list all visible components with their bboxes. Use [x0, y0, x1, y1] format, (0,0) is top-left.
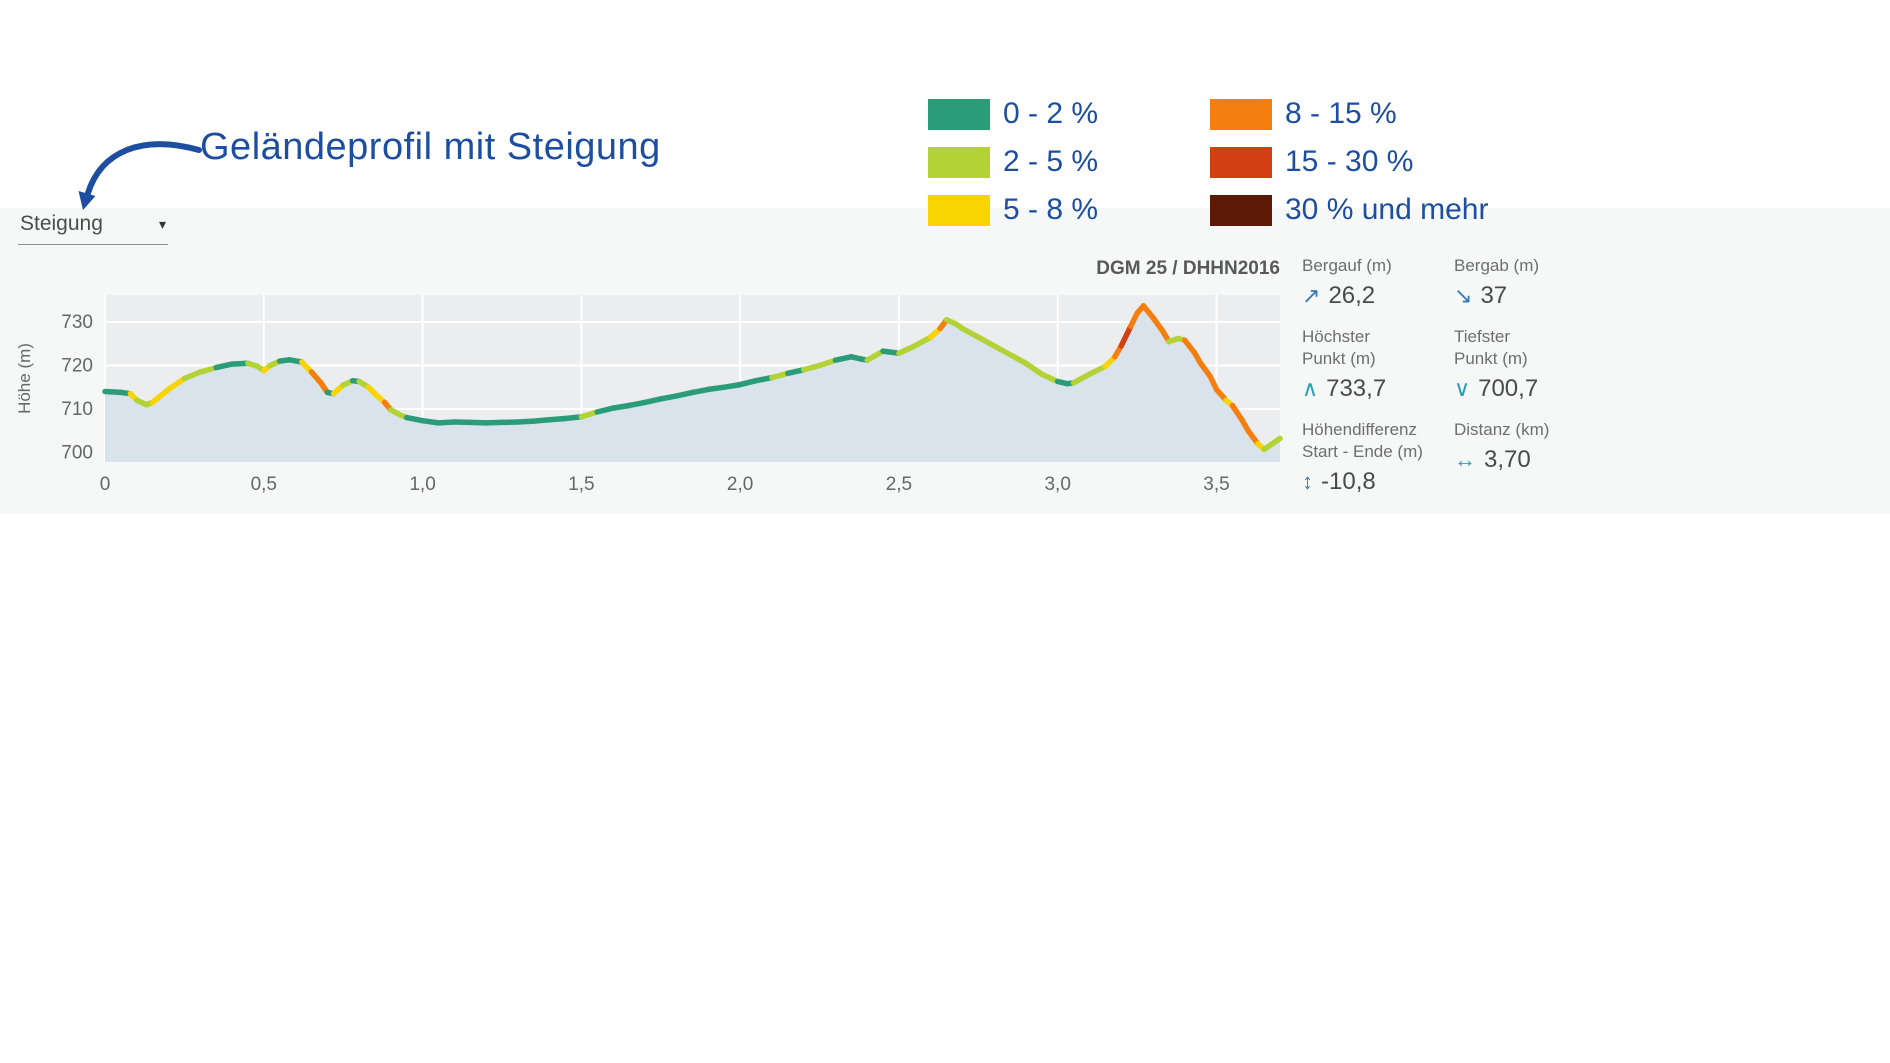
svg-text:3,5: 3,5 [1203, 474, 1229, 495]
stat-bergauf: Bergauf (m) ↗ 26,2 [1302, 255, 1454, 310]
legend-item: 2 - 5 % [928, 138, 1210, 186]
svg-text:Höhe (m): Höhe (m) [15, 343, 34, 414]
elevation-profile-chart: 0 0,5 1,0 1,5 2,0 2,5 3,0 3,5 700 710 720 730 Höhe (… [0, 250, 1300, 515]
chevron-up-icon: ∧ [1302, 376, 1319, 402]
svg-text:700: 700 [61, 442, 93, 463]
stat-value: 37 [1480, 282, 1508, 310]
slope-legend: 0 - 2 % 2 - 5 % 5 - 8 % 8 - 15 % 15 - 30 % 30… [928, 90, 1492, 234]
arrow-left-right-icon: ↔ [1454, 447, 1476, 473]
chevron-down-icon: ▾ [158, 215, 166, 232]
stat-value: 700,7 [1478, 375, 1539, 403]
chevron-down-icon: ∨ [1454, 376, 1471, 402]
svg-text:1,5: 1,5 [568, 474, 594, 495]
legend-color-swatch [928, 146, 990, 178]
svg-text:0,5: 0,5 [251, 474, 277, 495]
legend-label: 5 - 8 % [1003, 193, 1099, 226]
stat-hoehendifferenz: Höhendifferenz Start - Ende (m) ↕ -10,8 [1302, 420, 1423, 496]
gradient-mode-dropdown-label: Steigung [20, 212, 103, 235]
legend-color-swatch [928, 194, 990, 226]
stat-value: 733,7 [1326, 375, 1387, 403]
arrow-up-down-icon: ↕ [1302, 469, 1313, 495]
svg-text:2,5: 2,5 [886, 474, 912, 495]
stat-distanz: Distanz (km) ↔ 3,70 [1454, 419, 1622, 496]
legend-item: 30 % und mehr [1210, 186, 1492, 234]
legend-item: 5 - 8 % [928, 186, 1210, 234]
stat-value: -10,8 [1321, 468, 1376, 496]
legend-color-swatch [1210, 194, 1272, 226]
annotation-title: Geländeprofil mit Steigung [200, 126, 661, 168]
legend-label: 0 - 2 % [1003, 97, 1099, 130]
legend-label: 30 % und mehr [1285, 193, 1489, 226]
svg-text:710: 710 [61, 399, 93, 420]
gradient-mode-dropdown[interactable]: Steigung ▾ [18, 210, 168, 245]
stat-bergab: Bergab (m) ↘ 37 [1454, 255, 1622, 310]
stat-hoechster-punkt: Höchster Punkt (m) ∧ 733,7 [1302, 327, 1387, 403]
legend-item: 0 - 2 % [928, 90, 1210, 138]
stat-value: 26,2 [1328, 282, 1376, 310]
profile-stats-panel: Bergauf (m) ↗ 26,2 Bergab (m) ↘ 37 Höchste… [1302, 255, 1622, 496]
stat-label: Bergab (m) [1454, 256, 1540, 275]
stat-tiefster-punkt: Tiefster Punkt (m) ∨ 700,7 [1454, 327, 1539, 403]
svg-text:730: 730 [61, 312, 93, 333]
svg-text:720: 720 [61, 355, 93, 376]
annotation-arrow-icon [78, 141, 202, 210]
svg-text:0: 0 [100, 474, 111, 495]
legend-item: 8 - 15 % [1210, 90, 1492, 138]
stat-label: Tiefster [1454, 327, 1511, 347]
legend-color-swatch [1210, 146, 1272, 178]
legend-color-swatch [928, 98, 990, 130]
legend-item: 15 - 30 % [1210, 138, 1492, 186]
data-source-label: DGM 25 / DHHN2016 [1096, 258, 1280, 279]
arrow-up-right-icon: ↗ [1302, 283, 1321, 309]
svg-text:1,0: 1,0 [409, 474, 435, 495]
arrow-down-right-icon: ↘ [1454, 283, 1473, 309]
stat-label: Höhendifferenz [1302, 420, 1417, 440]
stat-label: Höchster [1302, 327, 1371, 347]
stat-label: Bergauf (m) [1302, 256, 1392, 275]
stat-value: 3,70 [1484, 446, 1531, 474]
legend-label: 2 - 5 % [1003, 145, 1099, 178]
legend-label: 8 - 15 % [1285, 97, 1397, 130]
svg-text:3,0: 3,0 [1044, 474, 1070, 495]
legend-label: 15 - 30 % [1285, 145, 1414, 178]
legend-color-swatch [1210, 98, 1272, 130]
svg-text:2,0: 2,0 [727, 474, 753, 495]
elevation-profile-svg: 0 0,5 1,0 1,5 2,0 2,5 3,0 3,5 700 710 720 730 Höhe (… [15, 295, 1283, 495]
stat-label: Distanz (km) [1454, 420, 1550, 440]
